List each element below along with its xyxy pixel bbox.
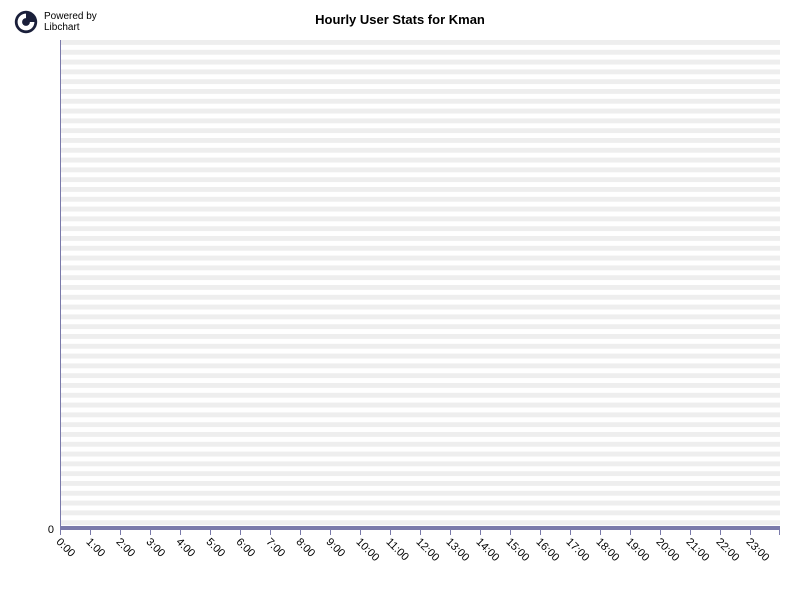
x-tick (60, 530, 61, 535)
x-tick (420, 530, 421, 535)
x-tick-label: 12:00 (414, 536, 442, 564)
grid-background (60, 40, 780, 530)
x-tick (600, 530, 601, 535)
x-tick (180, 530, 181, 535)
x-tick (690, 530, 691, 535)
x-tick-label: 14:00 (474, 536, 502, 564)
x-tick (510, 530, 511, 535)
x-tick-label: 10:00 (354, 536, 382, 564)
x-tick-label: 11:00 (384, 536, 411, 563)
x-tick-label: 23:00 (744, 536, 772, 564)
x-tick-label: 8:00 (294, 536, 318, 560)
x-tick (300, 530, 301, 535)
x-tick (330, 530, 331, 535)
x-tick-label: 13:00 (444, 536, 472, 564)
x-tick (720, 530, 721, 535)
x-tick-label: 3:00 (144, 536, 168, 560)
x-tick-label: 2:00 (114, 536, 138, 560)
x-tick-label: 1:00 (84, 536, 108, 560)
x-tick (390, 530, 391, 535)
x-tick-label: 18:00 (594, 536, 622, 564)
y-axis-line (60, 40, 61, 530)
x-tick-label: 22:00 (714, 536, 742, 564)
x-tick-label: 6:00 (234, 536, 258, 560)
x-tick (480, 530, 481, 535)
y-tick-label: 0 (48, 524, 54, 536)
x-tick-label: 21:00 (684, 536, 712, 564)
x-tick (779, 530, 780, 535)
x-tick (450, 530, 451, 535)
x-tick (750, 530, 751, 535)
x-labels: 0:001:002:003:004:005:006:007:008:009:00… (60, 530, 780, 590)
x-tick-label: 0:00 (54, 536, 78, 560)
x-tick-label: 20:00 (654, 536, 682, 564)
x-tick (630, 530, 631, 535)
x-tick (660, 530, 661, 535)
x-tick-label: 4:00 (174, 536, 198, 560)
x-tick-label: 9:00 (324, 536, 348, 560)
x-tick-label: 17:00 (564, 536, 592, 564)
x-tick-label: 5:00 (204, 536, 228, 560)
x-tick (120, 530, 121, 535)
chart-container: Powered by Libchart Hourly User Stats fo… (0, 0, 800, 600)
x-tick-label: 7:00 (264, 536, 288, 560)
x-tick-label: 16:00 (534, 536, 562, 564)
x-tick (210, 530, 211, 535)
x-tick-label: 15:00 (504, 536, 532, 564)
plot-area: 0 0:001:002:003:004:005:006:007:008:009:… (60, 40, 780, 530)
x-tick (270, 530, 271, 535)
x-tick (150, 530, 151, 535)
x-tick (540, 530, 541, 535)
x-tick (360, 530, 361, 535)
x-tick (240, 530, 241, 535)
chart-title: Hourly User Stats for Kman (0, 12, 800, 27)
x-tick (570, 530, 571, 535)
x-tick (90, 530, 91, 535)
x-tick-label: 19:00 (624, 536, 652, 564)
